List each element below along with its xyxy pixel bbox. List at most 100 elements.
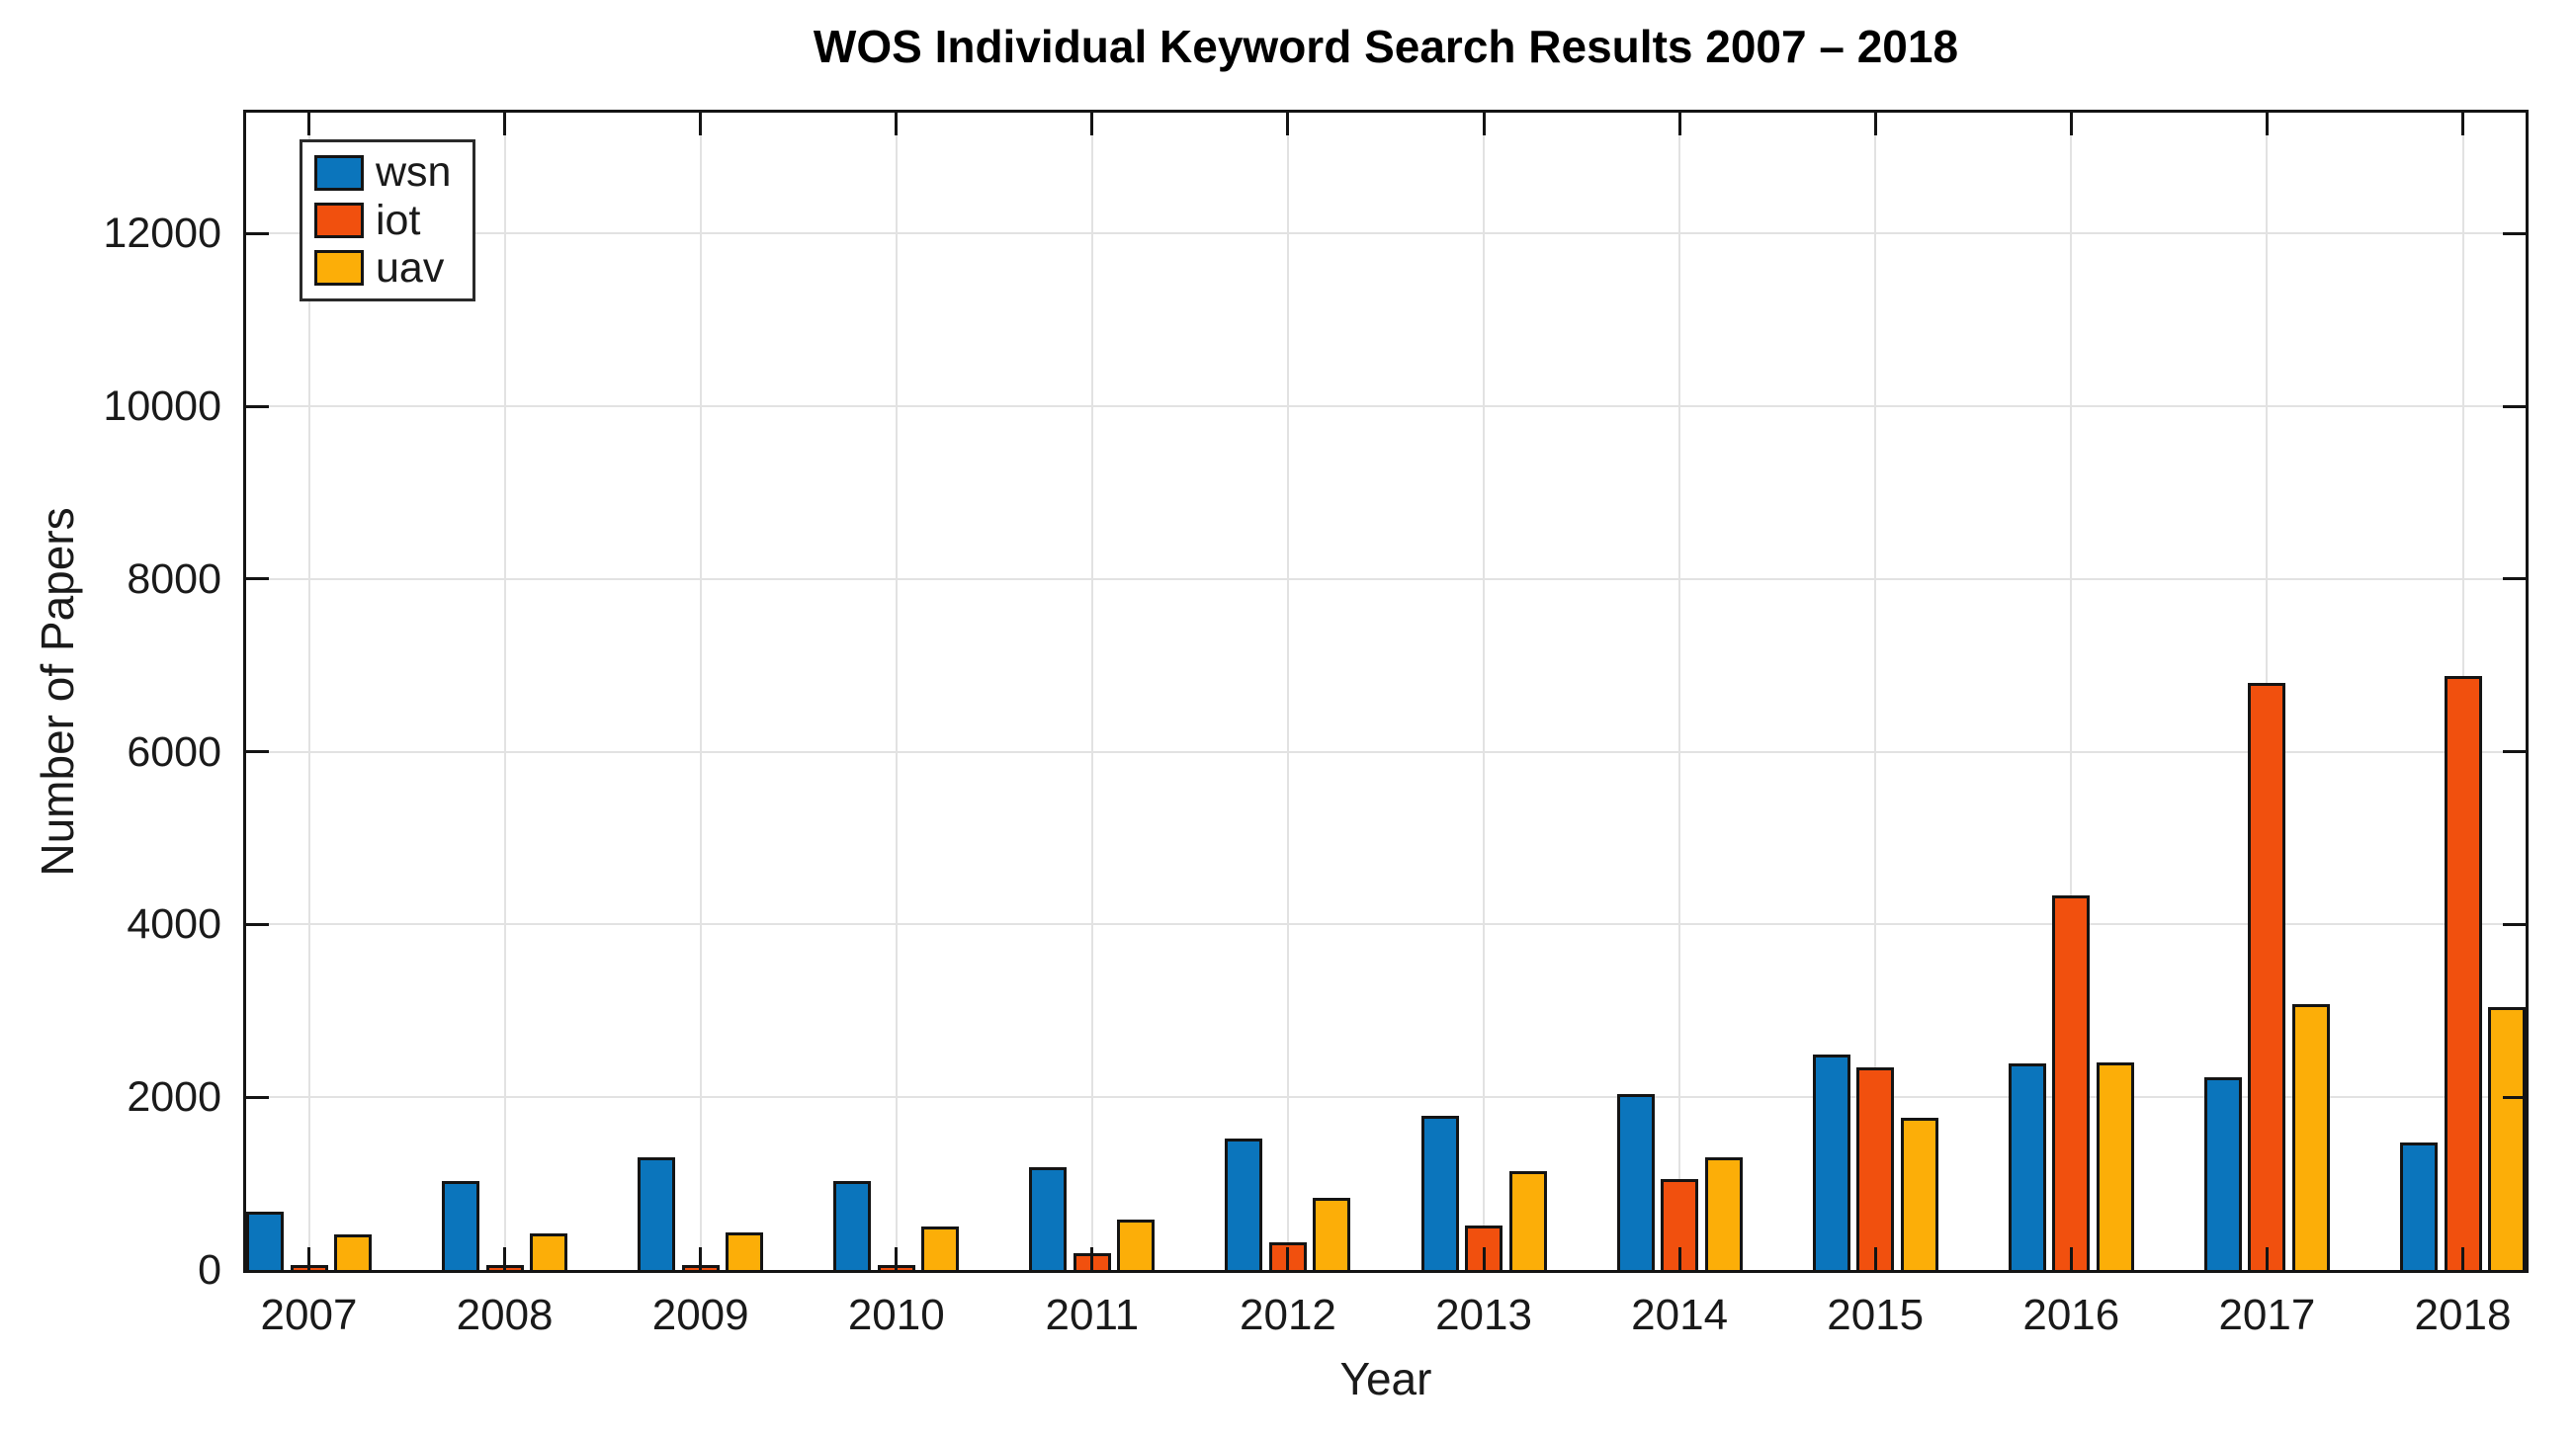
ytick-mark-left-8000 (246, 577, 269, 581)
ytick-mark-left-10000 (246, 404, 269, 408)
bar-iot-2017 (2248, 682, 2286, 1270)
xtick-mark-bottom-2017 (2265, 1247, 2269, 1270)
gridline-y-6000 (246, 750, 2526, 753)
ytick-label-8000: 8000 (127, 554, 221, 603)
bar-iot-2016 (2052, 894, 2091, 1270)
ytick-mark-left-6000 (246, 750, 269, 754)
xtick-mark-bottom-2018 (2461, 1247, 2464, 1270)
ytick-label-4000: 4000 (127, 900, 221, 949)
xtick-mark-bottom-2014 (1677, 1247, 1681, 1270)
bar-iot-2015 (1856, 1066, 1895, 1270)
x-axis-label: Year (1339, 1353, 1432, 1404)
bar-uav-2011 (1117, 1220, 1156, 1270)
bar-uav-2018 (2488, 1007, 2526, 1270)
xtick-mark-top-2015 (1873, 113, 1877, 135)
bar-uav-2015 (1900, 1118, 1938, 1270)
ytick-label-10000: 10000 (103, 382, 221, 431)
legend-swatch-uav (314, 250, 364, 287)
xtick-label-2012: 2012 (1240, 1291, 1336, 1339)
legend-row-iot: iot (314, 196, 472, 244)
ytick-mark-right-10000 (2503, 404, 2526, 408)
xtick-label-2018: 2018 (2414, 1291, 2512, 1339)
gridline-x-2011 (1090, 113, 1093, 1270)
xtick-mark-bottom-2011 (1090, 1247, 1094, 1270)
ytick-mark-left-4000 (246, 922, 269, 926)
xtick-mark-top-2012 (1286, 113, 1290, 135)
ytick-mark-left-2000 (246, 1095, 269, 1099)
xtick-mark-bottom-2015 (1873, 1247, 1877, 1270)
legend-swatch-wsn (314, 154, 364, 191)
ytick-mark-right-4000 (2503, 922, 2526, 926)
bar-wsn-2010 (833, 1181, 872, 1270)
xtick-label-2011: 2011 (1045, 1291, 1140, 1339)
xtick-mark-bottom-2009 (699, 1247, 703, 1270)
gridline-x-2016 (2070, 113, 2073, 1270)
ytick-mark-right-12000 (2503, 231, 2526, 235)
xtick-mark-top-2014 (1677, 113, 1681, 135)
bar-wsn-2008 (442, 1181, 480, 1270)
ytick-label-0: 0 (198, 1246, 221, 1294)
xtick-mark-bottom-2007 (307, 1247, 310, 1270)
gridline-x-2012 (1286, 113, 1289, 1270)
xtick-mark-top-2007 (307, 113, 310, 135)
gridline-y-8000 (246, 577, 2526, 580)
xtick-mark-top-2018 (2461, 113, 2464, 135)
bar-uav-2007 (334, 1234, 372, 1270)
legend-row-uav: uav (314, 243, 472, 292)
bar-wsn-2016 (2008, 1063, 2046, 1270)
xtick-label-2016: 2016 (2022, 1291, 2120, 1339)
xtick-label-2014: 2014 (1631, 1291, 1729, 1339)
ytick-mark-right-6000 (2503, 750, 2526, 754)
bar-wsn-2007 (246, 1212, 284, 1270)
gridline-x-2014 (1678, 113, 1681, 1270)
xtick-mark-top-2011 (1090, 113, 1094, 135)
ytick-label-12000: 12000 (103, 210, 221, 258)
bar-wsn-2018 (2400, 1142, 2438, 1270)
legend-row-wsn: wsn (314, 151, 472, 194)
xtick-mark-bottom-2016 (2069, 1247, 2073, 1270)
chart-title: WOS Individual Keyword Search Results 20… (813, 21, 1959, 72)
bar-uav-2009 (726, 1232, 764, 1270)
xtick-label-2008: 2008 (456, 1291, 554, 1339)
gridline-y-4000 (246, 923, 2526, 926)
ytick-mark-right-2000 (2503, 1095, 2526, 1099)
bar-iot-2018 (2444, 675, 2482, 1270)
xtick-label-2013: 2013 (1435, 1291, 1532, 1339)
bar-wsn-2014 (1616, 1093, 1655, 1270)
bar-uav-2014 (1704, 1157, 1743, 1270)
legend-label-iot: iot (376, 196, 421, 244)
legend-label-uav: uav (376, 243, 445, 292)
gridline-y-10000 (246, 405, 2526, 408)
plot-area: wsn iot uav (243, 110, 2529, 1273)
bar-wsn-2013 (1420, 1116, 1459, 1270)
bar-wsn-2015 (1812, 1054, 1850, 1270)
xtick-mark-top-2008 (503, 113, 507, 135)
legend-label-wsn: wsn (376, 148, 452, 197)
bar-uav-2013 (1508, 1170, 1547, 1270)
ytick-mark-right-8000 (2503, 577, 2526, 581)
xtick-mark-bottom-2010 (895, 1247, 899, 1270)
bar-wsn-2009 (638, 1156, 676, 1270)
legend-swatch-iot (314, 203, 364, 238)
bar-uav-2008 (530, 1233, 568, 1270)
gridline-x-2007 (307, 113, 310, 1270)
gridline-x-2009 (699, 113, 702, 1270)
gridline-y-2000 (246, 1096, 2526, 1099)
xtick-label-2007: 2007 (260, 1291, 358, 1339)
bar-uav-2010 (921, 1227, 960, 1270)
legend: wsn iot uav (300, 139, 475, 301)
bar-wsn-2011 (1029, 1167, 1068, 1270)
bar-uav-2016 (2096, 1062, 2134, 1270)
gridline-y-12000 (246, 232, 2526, 235)
xtick-label-2015: 2015 (1827, 1291, 1925, 1339)
xtick-label-2017: 2017 (2218, 1291, 2316, 1339)
gridline-x-2010 (895, 113, 898, 1270)
bar-wsn-2012 (1225, 1139, 1263, 1270)
ytick-mark-left-12000 (246, 231, 269, 235)
gridline-x-2008 (503, 113, 506, 1270)
xtick-mark-top-2010 (895, 113, 899, 135)
bar-uav-2017 (2291, 1003, 2330, 1270)
gridline-x-2013 (1483, 113, 1486, 1270)
bar-wsn-2017 (2203, 1077, 2242, 1270)
